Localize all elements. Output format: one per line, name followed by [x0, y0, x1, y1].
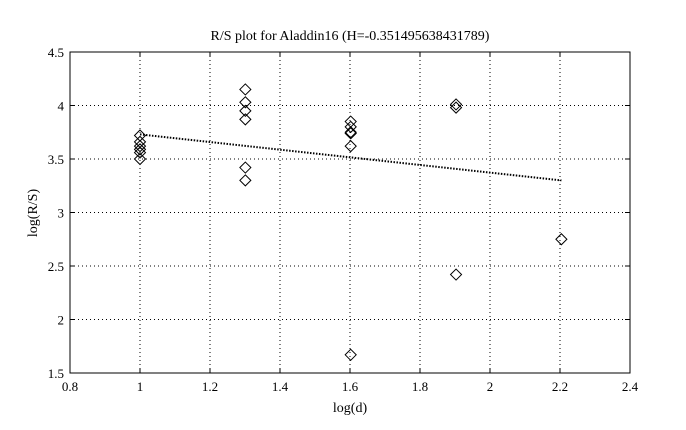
- data-point-diamond: [344, 127, 357, 140]
- y-tick-label: 1.5: [48, 366, 64, 381]
- y-axis-label: log(R/S): [26, 189, 41, 238]
- data-point-diamond: [449, 268, 463, 281]
- x-tick-label: 1.6: [342, 379, 359, 394]
- tick-marks: [69, 51, 631, 374]
- grid: [70, 52, 630, 373]
- data-point-diamond: [449, 101, 463, 114]
- data-point-diamond: [239, 104, 252, 118]
- data-point-diamond: [133, 143, 147, 156]
- data-point-diamond: [133, 152, 147, 166]
- x-axis-label: log(d): [333, 401, 368, 416]
- x-tick-label: 0.8: [62, 379, 78, 394]
- data-point-diamond: [239, 174, 252, 187]
- data-point-diamond: [449, 98, 463, 111]
- y-tick-label: 4: [58, 99, 65, 114]
- x-tick-label: 1: [137, 379, 144, 394]
- y-tick-label: 4.5: [48, 45, 64, 60]
- y-tick-label: 2.5: [48, 259, 64, 274]
- data-point-diamond: [133, 146, 147, 159]
- tick-labels: 0.8 1 1.2 1.4 1.6 1.8 2 2.2 2.4 1.5 2 2.5 3 3.5 4 4.5: [48, 45, 639, 394]
- y-tick-label: 3: [58, 206, 65, 221]
- chart-title: R/S plot for Aladdin16 (H=-0.35149563843…: [211, 29, 490, 44]
- x-tick-label: 1.8: [412, 379, 428, 394]
- data-point-diamond: [239, 113, 252, 126]
- x-tick-label: 1.4: [272, 379, 289, 394]
- y-tick-label: 3.5: [48, 152, 64, 167]
- data-point-diamond: [133, 139, 147, 153]
- data-point-diamond: [344, 348, 357, 362]
- data-point-diamond: [239, 83, 252, 96]
- x-tick-label: 2.2: [552, 379, 568, 394]
- y-tick-label: 2: [58, 313, 65, 328]
- data-point-diamond: [344, 126, 357, 139]
- x-tick-label: 2.4: [622, 379, 639, 394]
- data-point-diamond: [239, 96, 252, 109]
- data-point-diamond: [555, 233, 568, 246]
- x-tick-label: 2: [487, 379, 494, 394]
- data-point-diamond: [344, 120, 357, 134]
- data-point-diamond: [239, 161, 252, 174]
- data-point-diamond: [344, 139, 357, 153]
- data-points: [133, 83, 568, 362]
- x-tick-label: 1.2: [202, 379, 218, 394]
